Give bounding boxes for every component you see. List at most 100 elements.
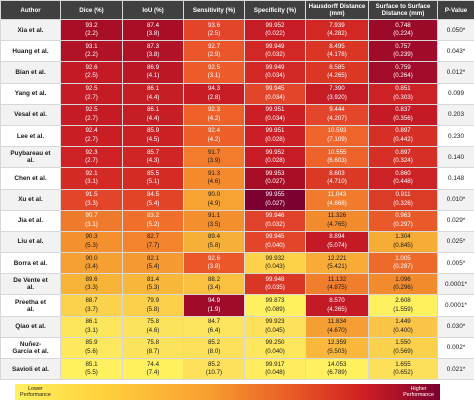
performance-table: Author Dice (%) IoU (%) Sensitivity (%) … [0, 0, 474, 381]
mean-value: 90.0 [85, 254, 98, 262]
mean-value: 92.7 [207, 42, 221, 50]
mean-value: 0.897 [395, 148, 411, 156]
header-dice: Dice (%) [60, 0, 123, 20]
dice-cell: 93.1 (2.2) [60, 40, 123, 63]
mean-value: 92.6 [85, 63, 98, 71]
std-value: (0.356) [393, 114, 413, 122]
std-value: (0.296) [393, 284, 413, 292]
mean-value: 92.4 [207, 127, 221, 135]
dice-cell: 92.3 (2.7) [60, 146, 123, 169]
std-value: (0.442) [393, 136, 413, 144]
header-iou: IoU (%) [122, 0, 184, 20]
table-row: Bian et al. 92.6 (2.5) 86.9 (4.1) 92.5 (3.1) 99… [0, 61, 474, 84]
mean-value: 99.952 [265, 21, 285, 29]
std-value: (5.421) [327, 263, 347, 271]
std-value: (4.5) [146, 136, 160, 144]
iou-cell: 87.3 (3.8) [122, 40, 184, 63]
author-name-line: Chen et al. [14, 174, 47, 182]
std-value: (5.074) [327, 241, 347, 249]
table-row: Puybareau et al. 92.3 (2.7) 85.7 (4.3) 91.7 (3.… [0, 146, 474, 169]
mean-value: 11.043 [327, 191, 347, 198]
hausdorff-cell: 11.132 (4.875) [305, 273, 369, 296]
table-row: Liu et al. 90.3 (5.3) 82.7 (7.7) 89.4 (5.8) 99.… [0, 230, 474, 254]
std-value: (3.8) [146, 30, 160, 38]
std-value: (5.3) [85, 241, 98, 249]
author-cell: Yang et al. [0, 82, 61, 105]
table-row: Nuñez- Garcia et al. 85.9 (5.6) 75.8 (8.7) 85.… [0, 336, 474, 360]
dice-cell: 91.5 (3.3) [60, 188, 123, 211]
author-name-line: Bian et al. [15, 68, 46, 76]
dice-cell: 92.5 (2.7) [60, 103, 123, 126]
mean-value: 94.9 [207, 296, 221, 304]
mean-value: 0.757 [395, 42, 411, 50]
std-value: (4.3) [146, 157, 160, 165]
mean-value: 84.7 [207, 318, 221, 326]
surface-distance-cell: 0.837 (0.356) [368, 103, 438, 126]
std-value: (0.027) [265, 199, 285, 207]
specificity-cell: 99.945 (0.034) [244, 82, 306, 105]
mean-value: 2.608 [395, 296, 411, 304]
std-value: (4.4) [146, 114, 160, 122]
surface-distance-cell: 1.655 (0.652) [368, 357, 438, 381]
color-scale-legend: Lower Performance Higher Performance [15, 384, 440, 400]
iou-cell: 81.4 (5.3) [122, 273, 184, 296]
author-name-line: Qiao et al. [15, 323, 46, 331]
std-value: (3.1) [207, 72, 221, 80]
dice-cell: 92.4 (2.7) [60, 124, 123, 148]
mean-value: 75.8 [146, 318, 160, 326]
mean-value: 82.1 [146, 254, 160, 262]
dice-cell: 92.1 (3.1) [60, 167, 123, 190]
mean-value: 93.1 [85, 42, 98, 50]
header-hausdorff-line1: Hausdorff Distance [308, 3, 366, 10]
sensitivity-cell: 88.2 (3.4) [183, 273, 245, 296]
std-value: (3.5) [207, 220, 221, 228]
std-value: (0.089) [265, 305, 285, 313]
author-cell: Lee et al. [0, 124, 61, 148]
sensitivity-cell: 92.6 (3.8) [183, 252, 245, 275]
surface-distance-cell: 0.748 (0.224) [368, 18, 438, 42]
mean-value: 8.570 [329, 296, 345, 304]
mean-value: 92.5 [207, 63, 221, 71]
dice-cell: 93.2 (2.2) [60, 18, 123, 42]
std-value: (2.8) [207, 93, 221, 101]
surface-distance-cell: 0.851 (0.303) [368, 82, 438, 105]
iou-cell: 82.1 (5.4) [122, 252, 184, 275]
hausdorff-cell: 10.555 (6.603) [305, 146, 369, 169]
std-value: (5.5) [85, 369, 98, 377]
author-name-line: al. [26, 305, 35, 313]
mean-value: 84.5 [146, 191, 160, 198]
mean-value: 99.948 [265, 275, 285, 283]
legend-high-label: Higher Performance [403, 386, 434, 398]
table-row: Xia et al. 93.2 (2.2) 87.4 (3.8) 93.6 (2.5) 99.… [0, 18, 474, 42]
std-value: (3.1) [85, 178, 98, 186]
mean-value: 12.359 [327, 339, 347, 347]
std-value: (2.2) [85, 30, 98, 38]
std-value: (5.3) [146, 284, 160, 292]
mean-value: 0.851 [395, 85, 411, 93]
specificity-cell: 99.917 (0.048) [244, 357, 306, 381]
author-cell: Qiao et al. [0, 315, 61, 338]
author-cell: Chen et al. [0, 167, 61, 190]
author-name-line: De Vente et [13, 277, 48, 285]
specificity-cell: 99.948 (0.035) [244, 273, 306, 296]
table-row: Jia et al. 90.7 (3.1) 83.2 (5.2) 91.1 (3.5) 99.… [0, 209, 474, 232]
mean-value: 99.952 [265, 148, 285, 156]
std-value: (3.7) [85, 305, 98, 313]
std-value: (0.035) [265, 284, 285, 292]
iou-cell: 86.1 (4.4) [122, 82, 184, 105]
std-value: (1.9) [207, 305, 221, 313]
mean-value: 75.8 [146, 339, 160, 347]
std-value: (4.2) [207, 114, 221, 122]
mean-value: 99.923 [265, 318, 285, 326]
mean-value: 1.655 [395, 360, 411, 368]
mean-value: 86.9 [146, 63, 160, 71]
author-cell: Huang et al. [0, 40, 61, 63]
author-name-line: al. [26, 157, 35, 165]
mean-value: 11.132 [327, 275, 347, 283]
dice-cell: 85.1 (5.5) [60, 357, 123, 381]
iou-cell: 82.7 (7.7) [122, 230, 184, 254]
std-value: (4.265) [327, 305, 347, 313]
author-cell: Jia et al. [0, 209, 61, 232]
sensitivity-cell: 89.4 (5.8) [183, 230, 245, 254]
mean-value: 92.1 [85, 169, 98, 177]
